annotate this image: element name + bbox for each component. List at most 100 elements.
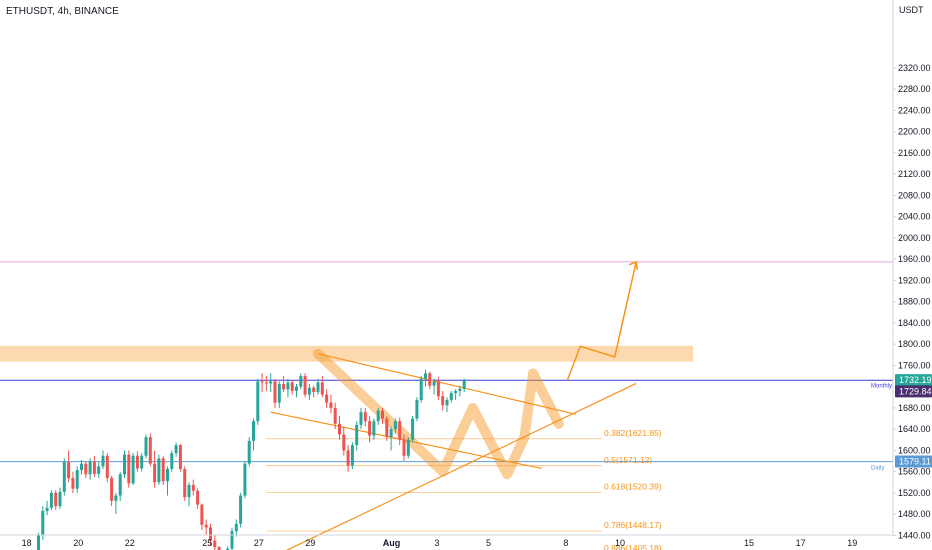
candle-body	[239, 495, 243, 524]
price-tick-label: 2160.00	[898, 148, 931, 158]
candle-body	[204, 524, 208, 528]
candle-body	[260, 381, 264, 383]
candle-body	[290, 382, 294, 391]
candle-body	[234, 523, 238, 532]
price-tag-text: 1729.84	[899, 386, 932, 396]
projection-path	[566, 261, 637, 381]
candle-body	[45, 507, 49, 511]
candle-body	[269, 381, 273, 384]
candle-body	[363, 412, 367, 422]
candle-body	[161, 458, 165, 482]
candle-body	[200, 504, 204, 525]
fib-level-label: 0.5(1571.12)	[604, 455, 652, 465]
price-tick-label: 1640.00	[898, 424, 931, 434]
candle-body	[110, 478, 114, 501]
candle-body	[325, 394, 329, 403]
price-tick-label: 2040.00	[898, 212, 931, 222]
price-tick-label: 1760.00	[898, 360, 931, 370]
price-axis[interactable]: 2320.00 2280.00 2240.00 2200.00 2160.00 2120.…	[892, 0, 932, 550]
candle-body	[92, 461, 96, 474]
candle-body	[282, 384, 286, 390]
candle-body	[372, 421, 376, 436]
candle-body	[441, 396, 445, 406]
candle-body	[178, 445, 182, 470]
trend-line-1	[317, 353, 577, 415]
candle-body	[88, 461, 92, 475]
candle-body	[406, 439, 410, 456]
candle-body	[424, 373, 427, 379]
price-tick-label: 2200.00	[898, 127, 931, 137]
candle-body	[368, 421, 372, 436]
candle-body	[256, 381, 260, 422]
candle-body	[135, 455, 139, 469]
fib-level-label: 0.886(1405.18)	[604, 543, 662, 550]
candle-body	[67, 462, 71, 479]
candle-body	[252, 421, 255, 441]
candle-body	[385, 418, 389, 438]
candle-body	[449, 393, 453, 400]
candlestick-series	[37, 369, 466, 550]
price-line-label-daily: Daily	[871, 466, 884, 472]
candle-body	[312, 387, 316, 392]
candle-body	[398, 421, 402, 440]
price-tick-label: 2080.00	[898, 190, 931, 200]
projection-arrowhead	[628, 260, 638, 270]
candle-body	[243, 463, 247, 496]
candle-body	[62, 462, 66, 492]
candle-body	[295, 386, 298, 391]
time-axis[interactable]: 18 20 22 25 27 29 Aug 3 5 8 10 15 17 19	[0, 534, 893, 548]
candle-body	[436, 381, 440, 397]
price-tick-label: 2000.00	[898, 233, 931, 243]
trend-line-2	[270, 411, 542, 470]
candle-body	[84, 463, 88, 475]
candle-body	[196, 490, 200, 505]
price-tick-label: 1880.00	[898, 297, 931, 307]
candle-body	[37, 535, 40, 550]
candle-body	[415, 399, 419, 419]
candle-body	[458, 388, 462, 391]
candle-body	[71, 478, 75, 489]
candle-body	[393, 421, 397, 430]
price-tag	[895, 385, 932, 398]
candle-body	[170, 453, 174, 470]
time-tick-label: 18	[22, 538, 32, 548]
candle-body	[97, 466, 101, 474]
candle-body	[209, 527, 212, 541]
candle-body	[381, 410, 384, 419]
candle-body	[432, 381, 436, 386]
candle-body	[166, 469, 169, 482]
price-tick-label: 1800.00	[898, 339, 931, 349]
candle-body	[428, 373, 432, 386]
time-tick-label: 17	[796, 538, 806, 548]
price-tick-label: 1960.00	[898, 254, 931, 264]
candle-body	[118, 474, 122, 496]
fib-level-label: 0.618(1520.39)	[604, 482, 662, 492]
candle-body	[80, 463, 83, 471]
candle-body	[350, 445, 354, 466]
symbol-title: ETHUSDT, 4h, BINANCE	[6, 6, 119, 17]
candle-body	[213, 540, 217, 548]
time-tick-label: 3	[434, 538, 439, 548]
price-tick-label: 1520.00	[898, 488, 931, 498]
time-tick-label: 22	[125, 538, 135, 548]
candle-body	[191, 484, 195, 491]
drawing-layer: 0.382(1621.85) 0.5(1571.12) 0.618(1520.39)…	[266, 260, 662, 550]
candle-body	[419, 378, 423, 400]
time-tick-label: Aug	[383, 538, 401, 548]
candle-body	[303, 376, 307, 395]
price-tick-label: 1560.00	[898, 467, 931, 477]
price-line-label-monthly: Monthly	[871, 383, 892, 389]
price-tick-label: 2280.00	[898, 84, 931, 94]
candle-body	[230, 531, 234, 549]
candle-body	[316, 382, 320, 392]
price-tick-label: 1480.00	[898, 509, 931, 519]
price-tag	[895, 455, 932, 468]
candle-body	[273, 381, 277, 403]
candle-body	[359, 412, 363, 425]
time-tick-label: 20	[73, 538, 83, 548]
price-tick-label: 1840.00	[898, 318, 931, 328]
candle-body	[131, 455, 135, 484]
time-tick-label: 19	[847, 538, 857, 548]
candle-body	[389, 429, 393, 438]
